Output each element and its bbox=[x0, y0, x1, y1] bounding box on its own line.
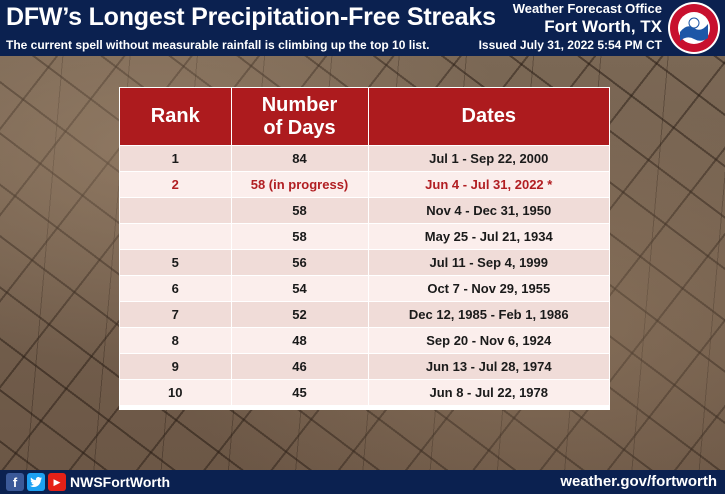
social-handle[interactable]: NWSFortWorth bbox=[70, 474, 171, 490]
days-cell: 84 bbox=[231, 145, 369, 172]
table-row: 7 52 Dec 12, 1985 - Feb 1, 1986 bbox=[120, 301, 609, 328]
rank-cell bbox=[120, 197, 232, 224]
rank-cell bbox=[120, 223, 232, 250]
rank-cell: 7 bbox=[120, 301, 232, 328]
dates-cell: Sep 20 - Nov 6, 1924 bbox=[368, 327, 609, 354]
page-title: DFW’s Longest Precipitation-Free Streaks bbox=[6, 3, 496, 31]
table-row-current-streak: 2 58 (in progress) Jun 4 - Jul 31, 2022 … bbox=[120, 171, 609, 198]
dates-cell: Oct 7 - Nov 29, 1955 bbox=[368, 275, 609, 302]
days-cell: 52 bbox=[231, 301, 369, 328]
rank-cell: 9 bbox=[120, 353, 232, 380]
social-links: f ▶ bbox=[6, 473, 66, 491]
dates-cell: Jul 1 - Sep 22, 2000 bbox=[368, 145, 609, 172]
nws-logo-icon bbox=[668, 2, 720, 54]
office-line-1: Weather Forecast Office bbox=[512, 1, 662, 16]
table-header-row: Rank Number of Days Dates bbox=[120, 88, 609, 146]
table-row: 9 46 Jun 13 - Jul 28, 1974 bbox=[120, 353, 609, 380]
twitter-icon[interactable] bbox=[27, 473, 45, 491]
office-line-2: Fort Worth, TX bbox=[544, 17, 662, 36]
rank-cell: 6 bbox=[120, 275, 232, 302]
table-row: 8 48 Sep 20 - Nov 6, 1924 bbox=[120, 327, 609, 354]
dates-cell: May 25 - Jul 21, 1934 bbox=[368, 223, 609, 250]
header-dates: Dates bbox=[368, 88, 609, 146]
dates-cell: Nov 4 - Dec 31, 1950 bbox=[368, 197, 609, 224]
office-name: Weather Forecast Office Fort Worth, TX bbox=[513, 1, 662, 37]
days-cell: 48 bbox=[231, 327, 369, 354]
table-row: 1 84 Jul 1 - Sep 22, 2000 bbox=[120, 145, 609, 172]
page-subtitle: The current spell without measurable rai… bbox=[6, 38, 430, 52]
issued-timestamp: Issued July 31, 2022 5:54 PM CT bbox=[478, 38, 662, 52]
days-cell: 58 bbox=[231, 197, 369, 224]
days-cell: 54 bbox=[231, 275, 369, 302]
header-days-line-1: Number bbox=[261, 93, 338, 116]
header-bar: DFW’s Longest Precipitation-Free Streaks… bbox=[0, 0, 725, 56]
youtube-icon[interactable]: ▶ bbox=[48, 473, 66, 491]
table-row: 6 54 Oct 7 - Nov 29, 1955 bbox=[120, 275, 609, 302]
table-row: 10 45 Jun 8 - Jul 22, 1978 bbox=[120, 379, 609, 405]
rank-cell: 8 bbox=[120, 327, 232, 354]
website-link[interactable]: weather.gov/fortworth bbox=[560, 473, 717, 490]
rank-cell: 1 bbox=[120, 145, 232, 172]
table-row: 58 May 25 - Jul 21, 1934 bbox=[120, 223, 609, 250]
dates-cell: Jun 13 - Jul 28, 1974 bbox=[368, 353, 609, 380]
days-cell: 58 bbox=[231, 223, 369, 250]
days-cell: 46 bbox=[231, 353, 369, 380]
dates-cell: Jun 4 - Jul 31, 2022 * bbox=[368, 171, 609, 198]
facebook-icon[interactable]: f bbox=[6, 473, 24, 491]
table-row: 5 56 Jul 11 - Sep 4, 1999 bbox=[120, 249, 609, 276]
rank-cell: 2 bbox=[120, 171, 232, 198]
dates-cell: Jun 8 - Jul 22, 1978 bbox=[368, 379, 609, 405]
days-cell: 45 bbox=[231, 379, 369, 405]
footer-bar: f ▶ NWSFortWorth weather.gov/fortworth bbox=[0, 470, 725, 494]
days-cell: 56 bbox=[231, 249, 369, 276]
dates-cell: Jul 11 - Sep 4, 1999 bbox=[368, 249, 609, 276]
table-row: 58 Nov 4 - Dec 31, 1950 bbox=[120, 197, 609, 224]
header-days-line-2: of Days bbox=[263, 116, 336, 139]
dates-cell: Dec 12, 1985 - Feb 1, 1986 bbox=[368, 301, 609, 328]
rank-cell: 10 bbox=[120, 379, 232, 405]
header-number-of-days: Number of Days bbox=[231, 88, 369, 146]
rank-cell: 5 bbox=[120, 249, 232, 276]
header-rank: Rank bbox=[120, 88, 232, 146]
streaks-table-container: Rank Number of Days Dates 1 84 Jul 1 - S… bbox=[119, 87, 610, 410]
days-cell: 58 (in progress) bbox=[231, 171, 369, 198]
streaks-table: Rank Number of Days Dates 1 84 Jul 1 - S… bbox=[120, 88, 609, 405]
